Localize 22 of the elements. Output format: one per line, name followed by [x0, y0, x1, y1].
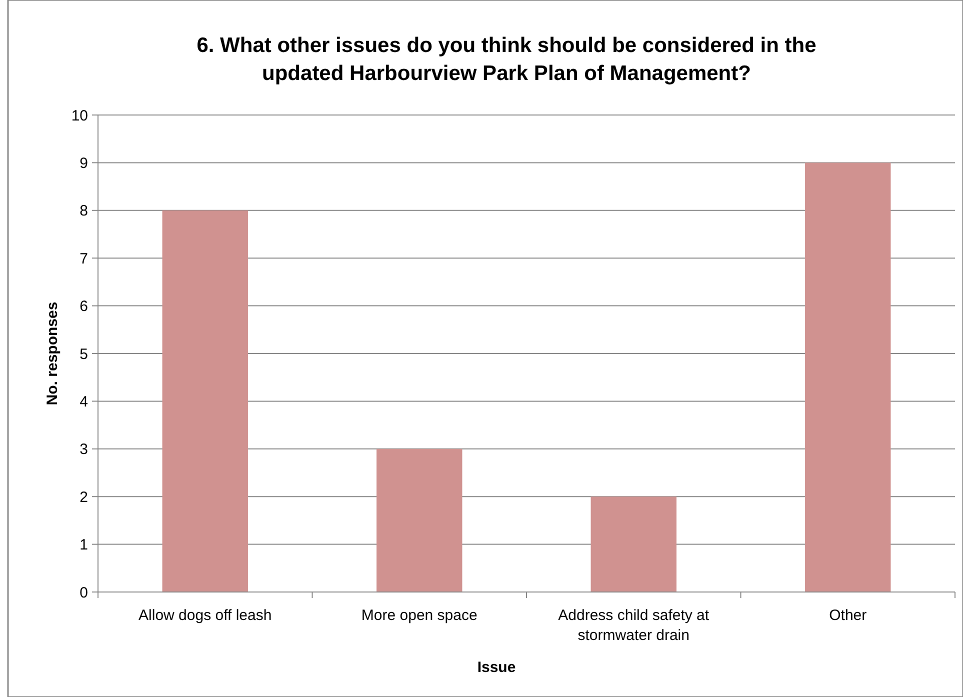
x-tick-label: More open space	[361, 607, 478, 624]
bar	[376, 448, 462, 592]
bar	[805, 162, 891, 592]
chart-title: 6. What other issues do you think should be considered in the updated Harbourview Park Plan of Management?	[196, 34, 816, 85]
y-tick-label: 10	[71, 107, 88, 124]
y-tick-label: 5	[80, 346, 88, 363]
y-tick-label: 9	[80, 154, 88, 172]
y-axis-title: No. responses	[44, 302, 61, 406]
y-tick-label: 1	[80, 536, 88, 554]
y-tick-label: 4	[80, 393, 88, 410]
bar	[162, 210, 248, 592]
x-axis-title: Issue	[477, 659, 516, 676]
y-tick-label: 0	[80, 584, 88, 602]
bar	[590, 496, 676, 592]
x-tick-label: Allow dogs off leash	[138, 607, 272, 624]
y-tick-label: 8	[80, 202, 88, 220]
y-tick-label: 6	[80, 298, 88, 316]
y-tick-label: 7	[80, 250, 88, 268]
y-tick-label: 3	[80, 441, 88, 458]
x-tick-label: Other	[829, 607, 867, 624]
y-tick-label: 2	[80, 488, 88, 506]
x-tick-label: Address child safety at stormwater drain	[558, 607, 710, 644]
